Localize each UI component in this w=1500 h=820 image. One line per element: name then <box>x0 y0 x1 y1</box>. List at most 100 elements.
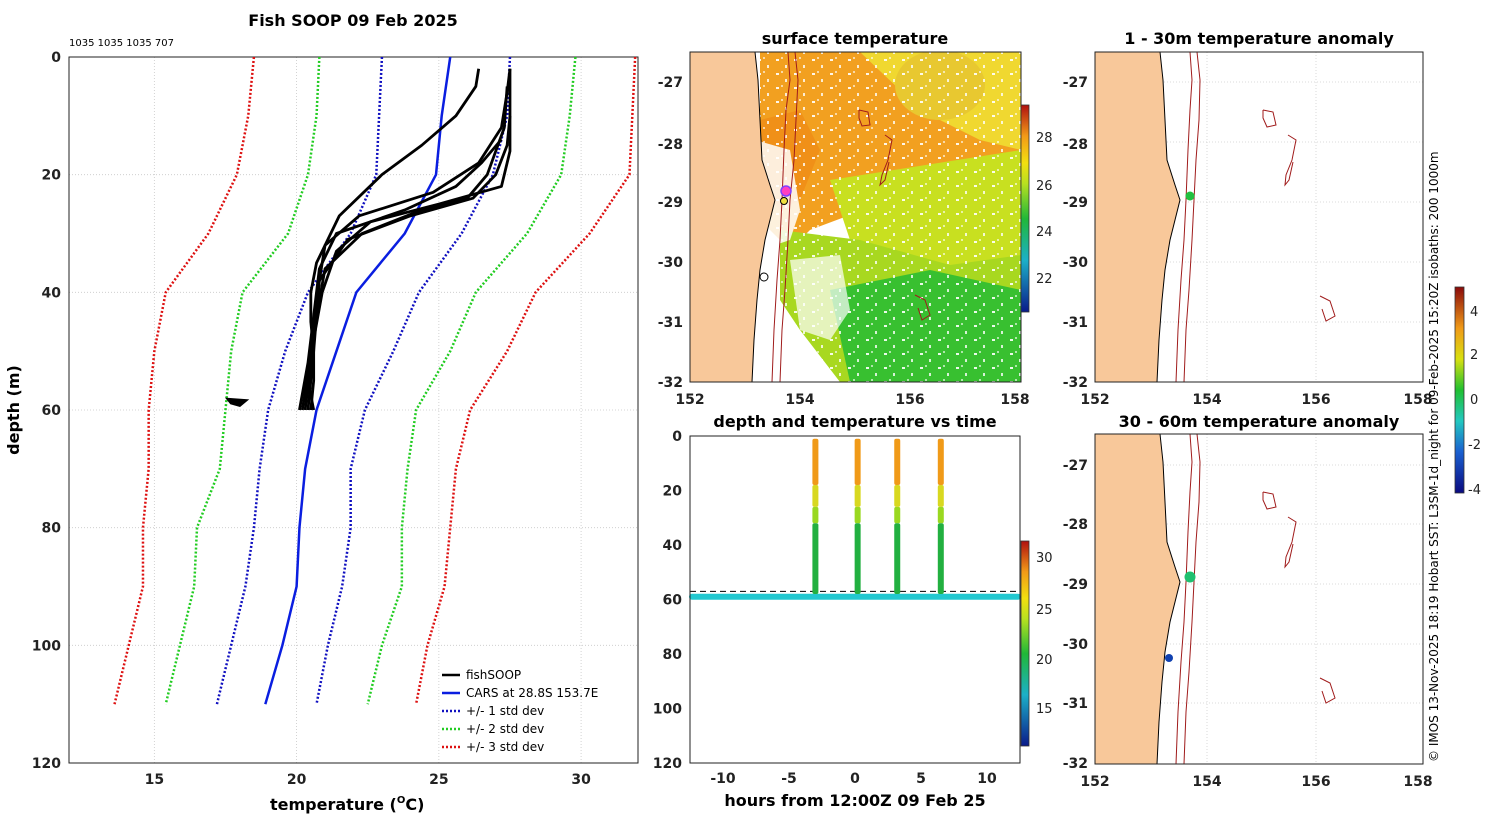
cast-column-segment <box>812 523 819 595</box>
surface-map-ticks: 152 154 156 158 -27 -28 -29 -30 -31 -32 <box>658 75 1030 408</box>
fish-profile-line <box>300 115 512 411</box>
sst-colorbar-tick: 24 <box>1036 225 1053 240</box>
time-y-tick-label: 0 <box>672 429 682 445</box>
anomaly1-box <box>1094 51 1424 383</box>
time-x-tick-label: -10 <box>710 771 736 787</box>
anomaly2-title: 30 - 60m temperature anomaly <box>1119 412 1400 431</box>
seamount-2 <box>879 134 893 187</box>
seamount-1 <box>1262 491 1277 510</box>
anomaly-map-1-30m: 1 - 30m temperature anomaly 152 154 156 … <box>1063 29 1433 408</box>
time-colorbar <box>1020 540 1030 747</box>
profile-y-tick-label: 80 <box>42 521 62 537</box>
time-x-tick-label: 0 <box>850 771 860 787</box>
profile-y-tick-label: 40 <box>42 285 62 301</box>
anomaly1-y-tick: -30 <box>1063 255 1089 271</box>
time-x-tick-label: 10 <box>977 771 997 787</box>
seamount-3 <box>1319 677 1336 704</box>
profile-ylabel: depth (m) <box>4 365 23 455</box>
sst-colorbar-tick: 26 <box>1036 179 1053 194</box>
sst-colorbar <box>1020 104 1030 313</box>
cars-mean-line <box>264 57 452 705</box>
profile-legend: fishSOOP CARS at 28.8S 153.7E +/- 1 std … <box>442 668 598 754</box>
anomaly2-point <box>1165 654 1173 662</box>
surface-x-tick: 158 <box>1000 392 1029 408</box>
profile-y-tick-label: 100 <box>32 638 61 654</box>
profile-y-tick-label: 0 <box>51 50 61 66</box>
profile-chart: Fish SOOP 09 Feb 2025 1035 1035 1035 707… <box>4 11 639 814</box>
seamount-3 <box>914 294 931 321</box>
legend-std1: +/- 1 std dev <box>466 704 544 718</box>
seamount-2 <box>1284 134 1297 187</box>
anomaly2-point <box>1184 571 1196 583</box>
anomaly1-point <box>1185 191 1195 201</box>
legend-fish: fishSOOP <box>466 668 521 682</box>
cast-column-segment <box>854 523 861 595</box>
isobath-1000 <box>1183 434 1201 764</box>
profile-xlabel: temperature (OC) <box>270 795 424 814</box>
cast-marker <box>780 197 788 205</box>
cast-column-segment <box>854 438 861 486</box>
profile-title: Fish SOOP 09 Feb 2025 <box>248 11 457 30</box>
anomaly1-x-tick: 156 <box>1301 392 1330 408</box>
profile-y-tick-label: 20 <box>42 168 62 184</box>
std-line-2std <box>164 57 321 705</box>
profile-y-ticks: 0 20 40 60 80 100 120 <box>32 50 61 772</box>
anomaly-colorbar-tick: 0 <box>1470 393 1478 408</box>
cast-column-segment <box>937 485 944 507</box>
anomaly-colorbar-tick: -4 <box>1468 483 1481 498</box>
fish-profile-line <box>303 86 509 411</box>
land-australia <box>1095 434 1180 764</box>
surface-x-tick: 152 <box>675 392 704 408</box>
cast-marker-south <box>759 272 769 282</box>
cast-column-segment <box>854 506 861 524</box>
profile-y-tick-label: 120 <box>32 756 61 772</box>
anomaly1-x-tick: 158 <box>1403 392 1432 408</box>
surface-y-tick: -32 <box>658 375 683 391</box>
cast-column-segment <box>894 438 901 486</box>
time-x-tick-label: -5 <box>781 771 797 787</box>
seamount-2 <box>1284 516 1297 569</box>
imos-caption: © IMOS 13-Nov-2025 18:19 Hobart SST: L3S… <box>1427 151 1441 762</box>
cast-column-segment <box>812 485 819 507</box>
anomaly2-y-tick: -27 <box>1063 458 1088 474</box>
coastline <box>751 52 776 382</box>
surface-y-tick: -28 <box>658 137 683 153</box>
time-x-ticks: -10 -5 0 5 10 <box>710 771 997 787</box>
anomaly2-x-tick: 156 <box>1301 774 1330 790</box>
anomaly2-x-tick: 152 <box>1080 774 1109 790</box>
anomaly2-y-tick: -29 <box>1063 577 1088 593</box>
fish-profile-line <box>306 68 512 411</box>
time-chart-title: depth and temperature vs time <box>713 412 996 431</box>
time-chart-xlabel: hours from 12:00Z 09 Feb 25 <box>724 791 985 810</box>
profile-grid <box>69 57 638 763</box>
fish-surface-blob <box>224 397 250 407</box>
anomaly2-y-tick: -31 <box>1063 696 1088 712</box>
profile-x-tick-label: 15 <box>145 772 164 788</box>
time-y-tick-label: 120 <box>653 756 682 772</box>
anomaly1-x-tick: 154 <box>1192 392 1221 408</box>
legend-std3: +/- 3 std dev <box>466 740 544 754</box>
surface-y-tick: -31 <box>658 315 683 331</box>
surface-y-tick: -30 <box>658 255 684 271</box>
std-line-2std <box>366 57 577 705</box>
time-colorbar-tick-label: 15 <box>1036 702 1053 717</box>
anomaly2-y-tick: -28 <box>1063 517 1088 533</box>
profile-axes-box <box>68 56 639 764</box>
time-colorbar-tick-label: 25 <box>1036 603 1053 618</box>
std-line-1std <box>315 57 512 705</box>
cast-column-segment <box>937 523 944 595</box>
anomaly1-x-tick: 152 <box>1080 392 1109 408</box>
anomaly-colorbar-tick: -2 <box>1468 438 1481 453</box>
surface-y-tick: -29 <box>658 195 683 211</box>
anomaly-map-30-60m: 30 - 60m temperature anomaly 152 154 156… <box>1063 412 1433 790</box>
anomaly1-y-tick: -27 <box>1063 75 1088 91</box>
profile-x-tick-label: 30 <box>571 772 591 788</box>
cast-column-segment <box>894 485 901 507</box>
anomaly1-title: 1 - 30m temperature anomaly <box>1124 29 1394 48</box>
std-line-1std <box>215 57 384 705</box>
current-position-marker <box>780 185 792 197</box>
surface-x-tick: 154 <box>785 392 814 408</box>
isobath-200 <box>1175 52 1193 382</box>
anomaly1-y-tick: -31 <box>1063 315 1088 331</box>
time-y-tick-label: 80 <box>663 647 683 663</box>
